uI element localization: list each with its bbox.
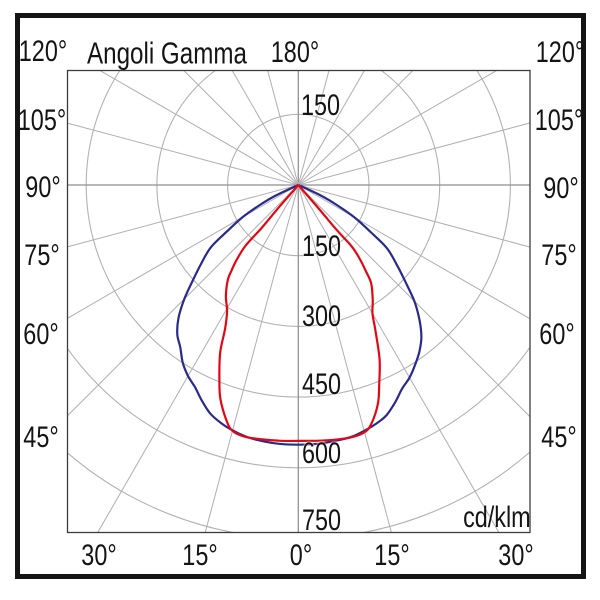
- plot-border: [66, 69, 531, 534]
- gamma-tick-left-45: 45°: [23, 421, 59, 454]
- gamma-tick-right-105: 105°: [534, 104, 584, 137]
- ring-tick-5-750: 750: [302, 504, 342, 537]
- curve-blue: [176, 184, 423, 446]
- ring-tick-4-600: 600: [302, 437, 342, 470]
- ring-tick-3-450: 450: [302, 368, 342, 401]
- gamma-tick-right-120: 120°: [535, 36, 585, 69]
- gamma-tick-bottom-0-30: 30°: [81, 539, 117, 572]
- gamma-tick-left-90: 90°: [25, 171, 61, 204]
- gamma-tick-left-120: 120°: [18, 35, 68, 68]
- ring-tick-1-150: 150: [302, 230, 342, 263]
- curve-red: [218, 184, 381, 443]
- gamma-tick-bottom-4-30: 30°: [498, 539, 534, 572]
- gamma-tick-bottom-1-15: 15°: [182, 539, 218, 572]
- unit-label: cd/klm: [463, 501, 531, 534]
- gamma-tick-left-75: 75°: [24, 239, 60, 272]
- gamma-tick-right-90: 90°: [543, 172, 579, 205]
- outer-frame: [15, 13, 586, 579]
- gamma-tick-right-60: 60°: [539, 318, 575, 351]
- gamma-tick-bottom-3-15: 15°: [374, 539, 410, 572]
- chart-title: Angoli Gamma: [87, 35, 247, 71]
- ring-tick-2-300: 300: [302, 300, 342, 333]
- gamma-tick-bottom-2-0: 0°: [289, 539, 313, 572]
- gamma-tick-top-180: 180°: [270, 36, 320, 69]
- gamma-tick-left-105: 105°: [17, 104, 67, 137]
- gamma-tick-left-60: 60°: [23, 318, 59, 351]
- gamma-tick-right-45: 45°: [541, 421, 577, 454]
- gamma-tick-right-75: 75°: [541, 239, 577, 272]
- ring-tick-0-150: 150: [301, 89, 341, 122]
